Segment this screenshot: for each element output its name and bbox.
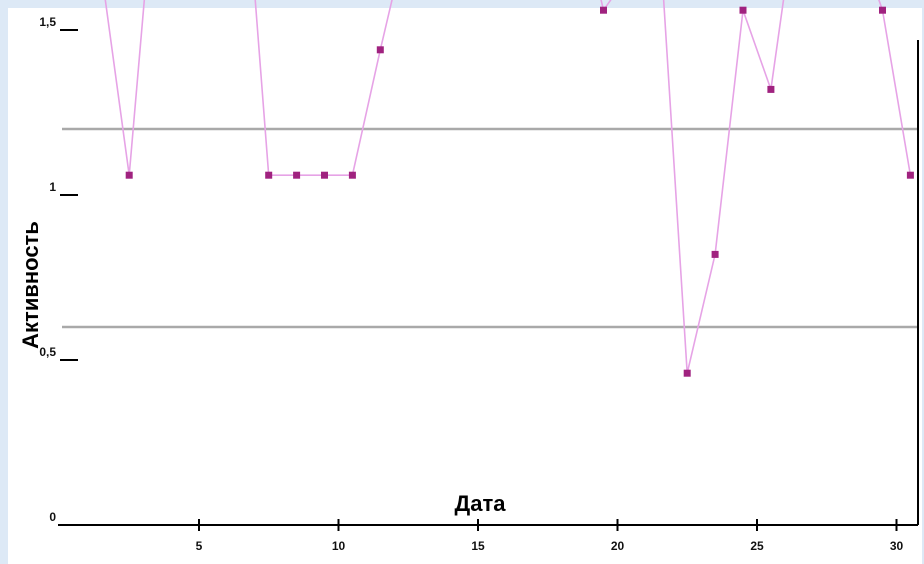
x-tick-label: 30 [890,539,904,553]
x-ticks: 5 10 15 20 25 30 [196,519,904,553]
data-point [906,171,914,179]
y-axis-title: Активность [18,221,43,349]
x-axis-title: Дата [455,491,507,516]
data-points [125,6,914,377]
data-point [739,6,747,14]
reference-lines [62,127,918,329]
x-tick-label: 10 [332,539,346,553]
data-point [265,171,273,179]
data-point [600,6,607,14]
y-ticks: 00,511,522,5 [39,15,78,526]
y-tick-label: 0,5 [39,345,56,359]
y-tick-label: 1 [49,180,56,194]
x-tick-label: 25 [750,539,764,553]
data-point [767,85,775,93]
data-point [376,46,384,54]
x-tick-label: 15 [471,539,485,553]
data-point [321,171,328,179]
data-point [879,6,886,14]
x-tick-label: 5 [196,539,203,553]
x-tick-label: 20 [611,539,625,553]
data-point [348,171,356,179]
axes [58,40,919,526]
data-point [683,369,691,377]
y-tick-label: 1,5 [39,15,56,29]
data-point [293,171,301,179]
chart-frame [8,8,922,564]
data-point [711,250,719,258]
series-line [104,0,912,374]
series-polyline [104,0,912,374]
y-tick-label: 0 [49,510,56,524]
data-point [125,171,133,179]
